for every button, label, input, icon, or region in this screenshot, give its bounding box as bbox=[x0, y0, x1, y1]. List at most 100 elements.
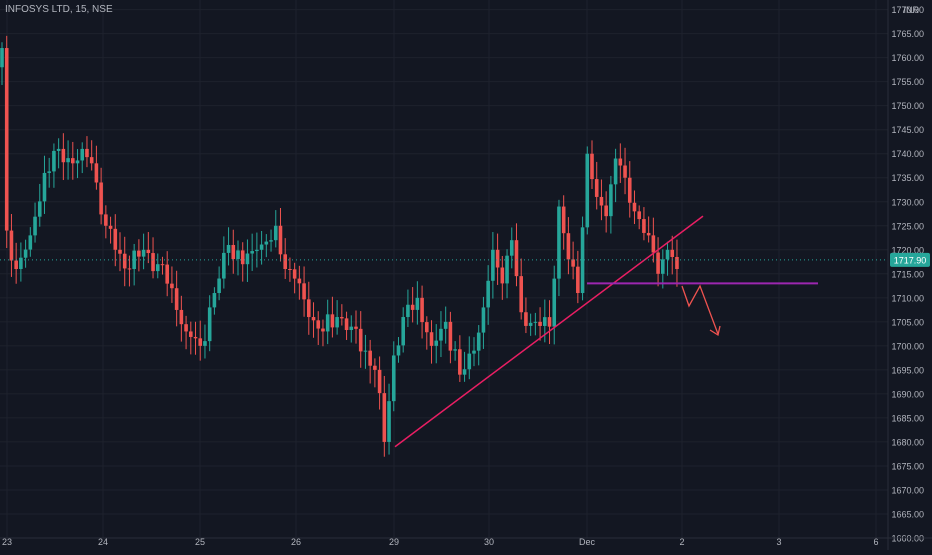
candle-up bbox=[557, 206, 561, 279]
price-tick-label: 1755.00 bbox=[891, 77, 924, 87]
candle-up bbox=[533, 321, 538, 323]
candle-up bbox=[155, 264, 160, 272]
candle-up bbox=[203, 341, 207, 346]
candle-down bbox=[89, 157, 94, 164]
candle-up bbox=[543, 317, 547, 326]
candle-up bbox=[661, 259, 665, 274]
candle-down bbox=[316, 320, 321, 329]
candle-up bbox=[363, 350, 368, 352]
projection-path[interactable] bbox=[681, 284, 719, 335]
time-tick-label: 29 bbox=[389, 537, 399, 547]
candle-up bbox=[217, 278, 221, 294]
time-tick-label: 25 bbox=[195, 537, 205, 547]
candle-up bbox=[222, 252, 226, 279]
candle-down bbox=[231, 244, 236, 260]
candle-down bbox=[71, 158, 75, 164]
candle-down bbox=[458, 349, 462, 375]
candle-up bbox=[505, 255, 509, 284]
candle-down bbox=[425, 322, 429, 333]
candle-up bbox=[0, 48, 4, 68]
price-tick-label: 1705.00 bbox=[891, 317, 924, 327]
candle-up bbox=[406, 304, 410, 318]
candle-down bbox=[599, 196, 604, 206]
candle-down bbox=[94, 163, 99, 183]
candle-down bbox=[561, 206, 566, 234]
symbol-title[interactable]: INFOSYS LTD, 15, NSE bbox=[5, 4, 113, 15]
candle-up bbox=[434, 340, 439, 346]
candle-up bbox=[255, 249, 259, 252]
candle-down bbox=[382, 393, 387, 442]
candle-down bbox=[420, 297, 424, 323]
candle-down bbox=[4, 48, 9, 231]
candle-down bbox=[594, 179, 599, 197]
candle-down bbox=[297, 278, 302, 284]
candle-down bbox=[675, 256, 679, 269]
candle-down bbox=[429, 332, 434, 346]
candle-up bbox=[472, 350, 476, 354]
candle-down bbox=[302, 283, 306, 300]
candle-up bbox=[52, 150, 56, 172]
price-tick-label: 1695.00 bbox=[891, 365, 924, 375]
candle-down bbox=[618, 158, 623, 166]
candle-up bbox=[269, 240, 273, 242]
candle-down bbox=[500, 267, 505, 284]
candle-down bbox=[514, 240, 519, 277]
price-tick-label: 1710.00 bbox=[891, 293, 924, 303]
candle-up bbox=[19, 257, 23, 269]
candle-down bbox=[184, 324, 188, 332]
candle-up bbox=[401, 317, 405, 346]
candle-down bbox=[146, 249, 151, 254]
candle-down bbox=[576, 266, 580, 294]
price-tick-label: 1760.00 bbox=[891, 53, 924, 63]
candle-down bbox=[99, 182, 103, 215]
time-tick-label: 30 bbox=[484, 537, 494, 547]
price-tick-label: 1735.00 bbox=[891, 173, 924, 183]
candle-up bbox=[56, 148, 61, 151]
candle-down bbox=[174, 288, 179, 310]
candle-down bbox=[627, 177, 632, 203]
candle-up bbox=[23, 249, 28, 258]
candle-up bbox=[552, 278, 557, 327]
time-tick-label: 3 bbox=[776, 537, 781, 547]
candle-down bbox=[566, 233, 571, 260]
candle-down bbox=[547, 317, 552, 327]
candle-up bbox=[528, 322, 533, 326]
candle-up bbox=[580, 227, 585, 294]
candle-up bbox=[132, 250, 136, 269]
price-tick-label: 1700.00 bbox=[891, 341, 924, 351]
candle-down bbox=[642, 219, 646, 233]
candle-up bbox=[37, 201, 42, 217]
candle-down bbox=[344, 318, 349, 331]
candle-down bbox=[108, 225, 113, 229]
candle-down bbox=[448, 321, 453, 351]
candle-down bbox=[292, 269, 297, 279]
candle-up bbox=[325, 314, 330, 332]
candle-up bbox=[75, 160, 80, 164]
candle-down bbox=[410, 304, 415, 310]
candle-up bbox=[439, 328, 443, 341]
price-tick-label: 1740.00 bbox=[891, 149, 924, 159]
candle-down bbox=[377, 369, 382, 394]
price-tick-label: 1765.00 bbox=[891, 29, 924, 39]
last-price-badge bbox=[890, 252, 930, 267]
candle-down bbox=[170, 283, 174, 289]
price-tick-label: 1770.00 bbox=[891, 5, 924, 15]
price-tick-label: 1665.00 bbox=[891, 509, 924, 519]
trendline[interactable] bbox=[394, 215, 704, 448]
candle-down bbox=[151, 253, 155, 272]
candle-down bbox=[646, 232, 651, 236]
candle-up bbox=[335, 317, 339, 328]
candle-up bbox=[391, 355, 396, 402]
candle-up bbox=[42, 172, 47, 202]
candle-down bbox=[632, 202, 637, 212]
candle-down bbox=[127, 268, 132, 270]
price-tick-label: 1750.00 bbox=[891, 101, 924, 111]
candle-up bbox=[453, 349, 457, 351]
price-tick-label: 1720.00 bbox=[891, 245, 924, 255]
price-tick-label: 1675.00 bbox=[891, 461, 924, 471]
candle-down bbox=[571, 259, 575, 267]
candle-up bbox=[467, 353, 472, 370]
candle-up bbox=[273, 225, 278, 241]
